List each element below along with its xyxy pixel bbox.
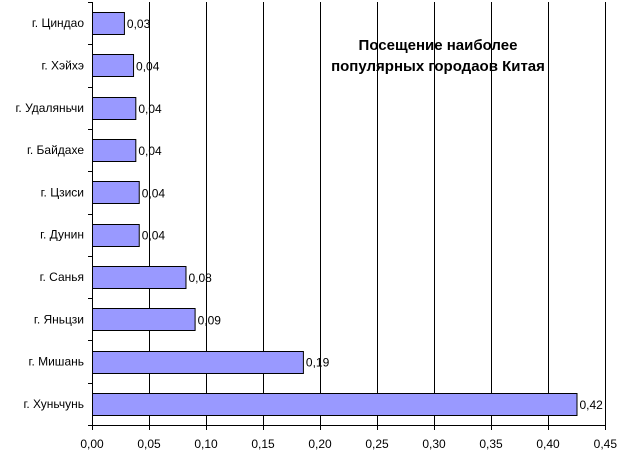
data-label: 0,03: [127, 17, 151, 31]
data-label: 0,08: [188, 271, 212, 285]
category-label: г. Мишань: [29, 355, 84, 369]
bar: [92, 139, 137, 162]
chart-title-line-1: Посещение наиболее: [359, 37, 518, 54]
bar: [92, 54, 135, 77]
category-label: г. Дунин: [40, 228, 84, 242]
x-tick-label: 0,30: [422, 437, 446, 451]
category-label: г. Удаляньчи: [16, 101, 84, 115]
data-label: 0,19: [306, 356, 330, 370]
bar: [92, 393, 578, 416]
category-labels: г. Циндао г. Хэйхэ г. Удаляньчи г. Байдахе г…: [16, 16, 85, 411]
x-tick-label: 0,40: [536, 437, 560, 451]
data-label: 0,04: [142, 229, 166, 243]
data-label: 0,04: [138, 102, 162, 116]
category-label: г. Байдахе: [27, 143, 84, 157]
bar: [92, 224, 140, 247]
bar: [92, 351, 304, 374]
x-tick-label: 0,10: [194, 437, 218, 451]
data-label: 0,09: [198, 313, 222, 327]
bar: [92, 12, 125, 35]
x-tick-label: 0,45: [594, 437, 618, 451]
data-label: 0,04: [142, 186, 166, 200]
x-tick-labels: 0,00 0,05 0,10 0,15 0,20 0,25 0,30 0,35 0,40 0,45: [80, 437, 617, 451]
bar: [92, 308, 196, 331]
category-label: г. Цзиси: [41, 185, 84, 199]
bar: [92, 181, 140, 204]
axes: [88, 2, 606, 430]
x-tick-label: 0,05: [137, 437, 161, 451]
x-tick-label: 0,15: [251, 437, 275, 451]
x-tick-label: 0,25: [365, 437, 389, 451]
x-tick-label: 0,20: [308, 437, 332, 451]
category-label: г. Хэйхэ: [41, 58, 84, 72]
data-labels: 0,03 0,04 0,04 0,04 0,04 0,04 0,08 0,09 0,19 0,42: [127, 17, 603, 412]
data-label: 0,04: [138, 144, 162, 158]
category-label: г. Хуньчунь: [23, 397, 84, 411]
category-label: г. Яньцзи: [34, 312, 84, 326]
data-label: 0,42: [580, 398, 604, 412]
bar: [92, 97, 137, 120]
chart-title-line-2: популярных городаов Китая: [331, 58, 545, 75]
data-label: 0,04: [136, 59, 160, 73]
x-tick-label: 0,00: [80, 437, 104, 451]
grid-lines: [149, 2, 606, 425]
x-tick-label: 0,35: [479, 437, 503, 451]
bar: [92, 266, 187, 289]
category-label: г. Циндао: [32, 16, 84, 30]
category-label: г. Санья: [40, 270, 84, 284]
